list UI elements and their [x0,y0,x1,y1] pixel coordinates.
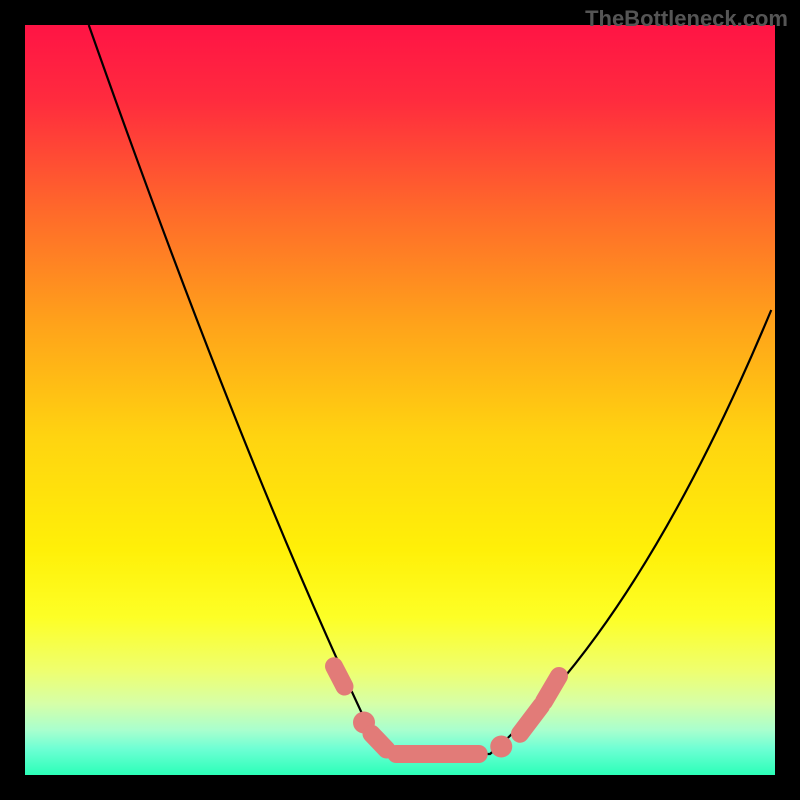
chart-container: TheBottleneck.com [0,0,800,800]
marker-dot [490,736,512,758]
marker-capsule [372,734,387,750]
marker-capsule [334,666,345,686]
bottleneck-chart [0,0,800,800]
gradient-background [25,25,775,775]
plot-area [25,25,775,775]
